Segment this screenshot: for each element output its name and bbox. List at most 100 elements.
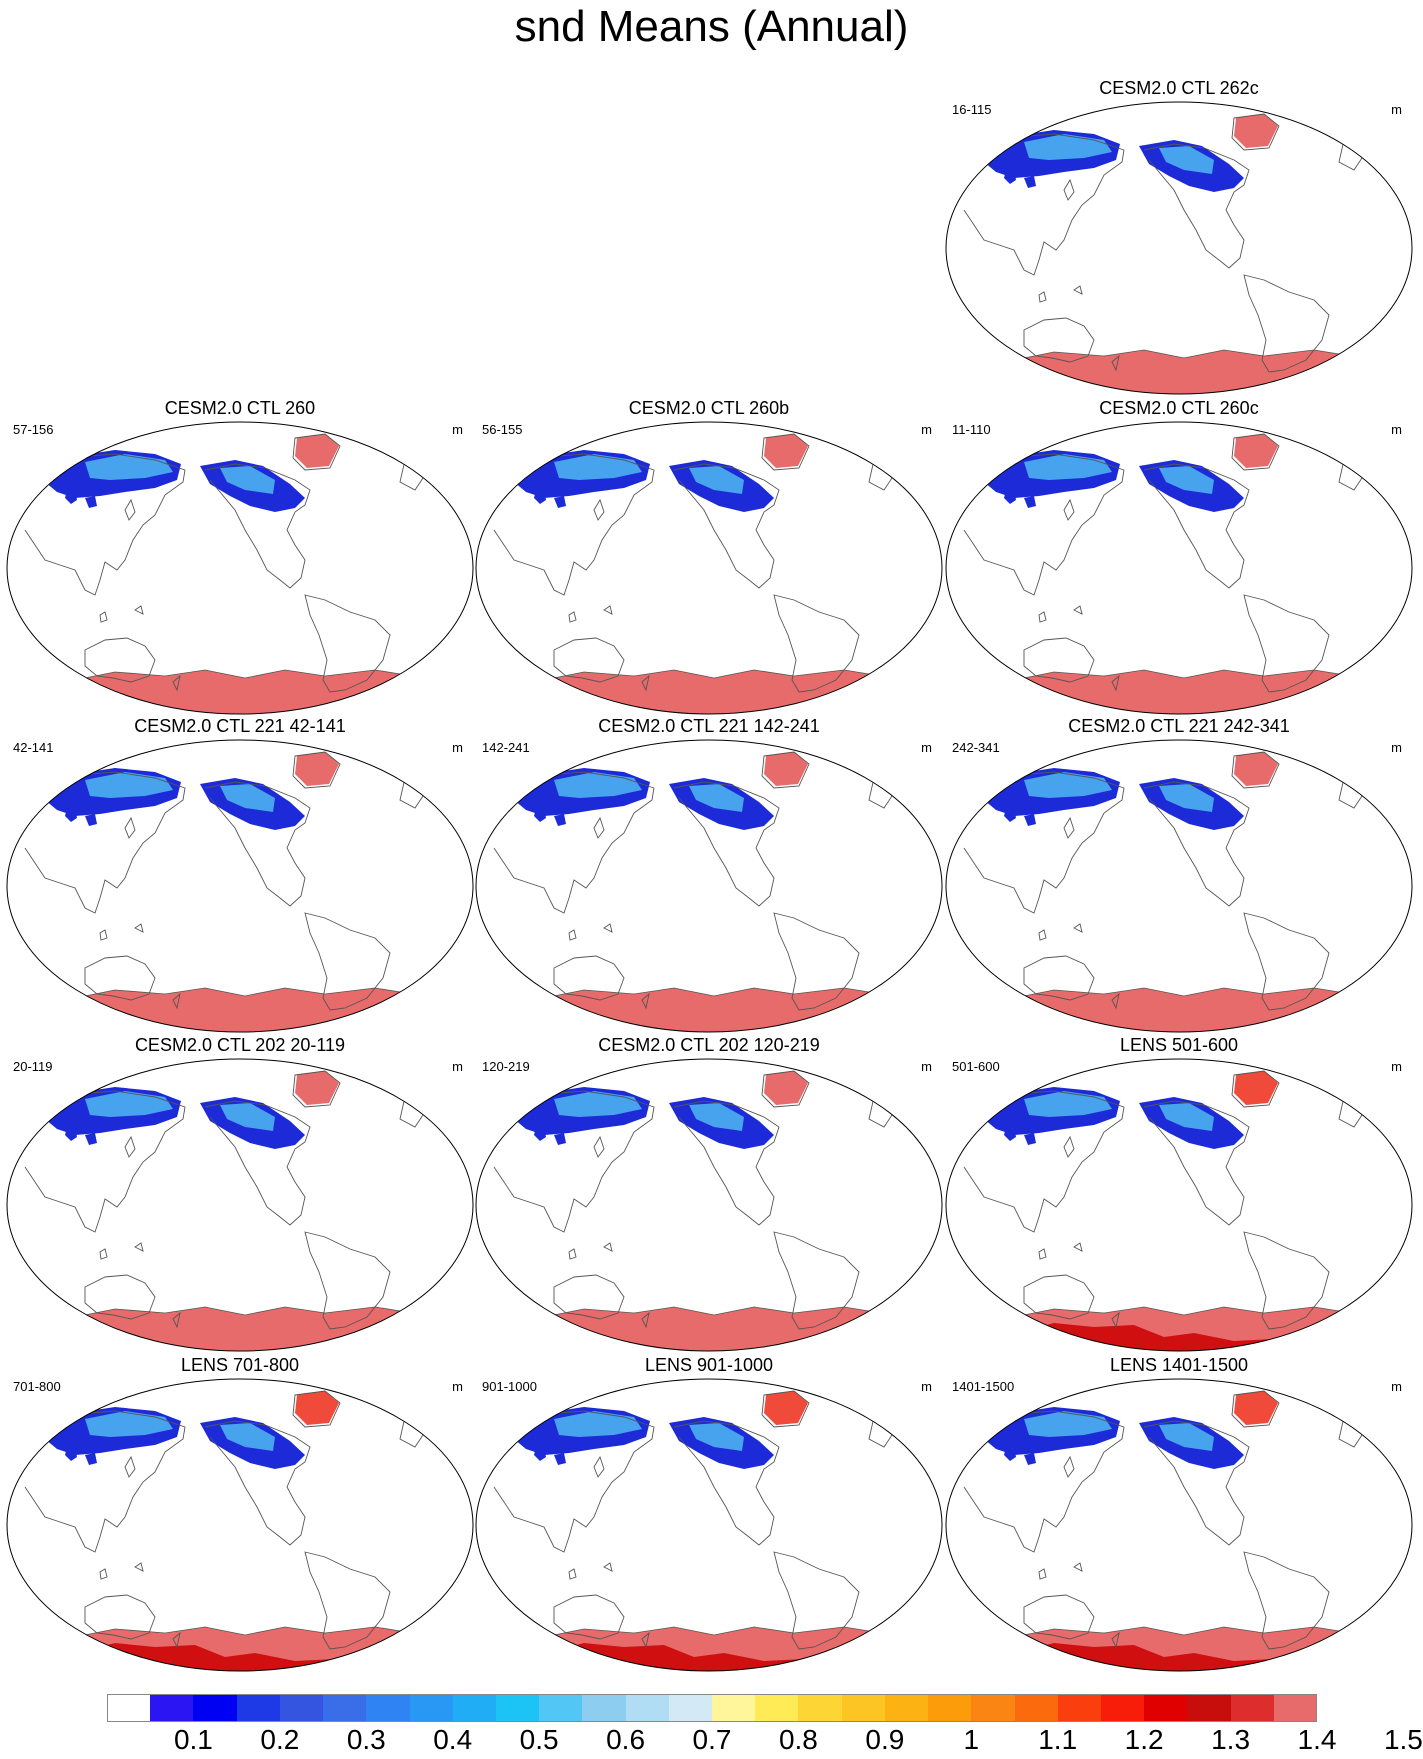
coastline	[1038, 291, 1047, 303]
coastline	[84, 1274, 156, 1320]
tibet-snow	[1024, 1453, 1036, 1465]
coastline	[1063, 498, 1075, 521]
map-content	[7, 1070, 473, 1351]
colorbar-tick-label: 0.9	[865, 1724, 905, 1755]
world-map	[945, 421, 1413, 715]
coastline	[568, 611, 577, 623]
tibet-snow	[554, 1453, 566, 1465]
panel-years-label: 20-119	[13, 1059, 53, 1074]
panel-years-label: 142-241	[482, 740, 530, 755]
colorbar-swatch	[798, 1694, 843, 1722]
world-map	[6, 421, 474, 715]
panel-unit-label: m	[452, 740, 463, 755]
map-outline	[6, 421, 474, 715]
tibet-snow	[65, 806, 77, 822]
colorbar-swatch	[1014, 1694, 1059, 1722]
panel-unit-label: m	[921, 1379, 932, 1394]
coastline	[1111, 1311, 1120, 1329]
panel-years-label: 501-600	[952, 1059, 1000, 1074]
map-panel: CESM2.0 CTL 260 57-156 m	[5, 398, 475, 718]
panel-unit-label: m	[1391, 102, 1402, 117]
panel-unit-label: m	[452, 422, 463, 437]
map-content	[946, 751, 1412, 1032]
colorbar-tick-label: 0.5	[519, 1724, 559, 1755]
world-map	[6, 1378, 474, 1672]
panel-title: CESM2.0 CTL 260	[164, 398, 316, 418]
map-panel: CESM2.0 CTL 262c 16-115 m	[944, 78, 1414, 398]
coastline	[304, 1551, 391, 1650]
eurasia-snow-light	[554, 1091, 642, 1117]
panel-years-label: 901-1000	[482, 1379, 537, 1394]
coastline	[1073, 1562, 1083, 1572]
tibet-snow	[85, 1133, 97, 1145]
panel-unit-label: m	[1391, 1059, 1402, 1074]
coastline	[1111, 992, 1120, 1010]
panel-title: CESM2.0 CTL 221 242-341	[1068, 716, 1290, 736]
north-america-snow-light	[689, 1103, 744, 1131]
coastline	[1231, 1070, 1280, 1108]
colorbar-labels: 0.1 0.2 0.3 0.4 0.5 0.6 0.7 0.8 0.9 1 1.1 1.2 1.3 1.4…	[0, 1722, 1423, 1758]
colorbar-tick-label: 0.4	[433, 1724, 473, 1755]
coastline	[304, 594, 391, 693]
colorbar-tick-label: 1	[963, 1724, 980, 1755]
coastline	[99, 929, 108, 941]
colorbar-tick-label: 0.8	[778, 1724, 818, 1755]
coastline	[673, 1100, 780, 1226]
panel-title: CESM2.0 CTL 260b	[628, 398, 790, 418]
map-panel: CESM2.0 CTL 260b 56-155 m	[474, 398, 944, 718]
eurasia-snow-light	[554, 454, 642, 480]
antarctica-fill	[476, 987, 942, 1032]
coastline	[134, 1562, 144, 1572]
panel-title: CESM2.0 CTL 221 42-141	[134, 716, 346, 736]
greenland-fill	[1234, 114, 1278, 148]
coastline	[124, 1135, 136, 1158]
map-panel: CESM2.0 CTL 202 120-219 120-219 m	[474, 1035, 944, 1355]
coastline	[1143, 781, 1250, 907]
panel-years-label: 42-141	[13, 740, 54, 755]
world-map	[475, 1058, 943, 1352]
tibet-snow	[1004, 488, 1016, 504]
coastline	[1243, 1231, 1330, 1330]
greenland-fill	[764, 1391, 808, 1425]
coastline	[24, 453, 186, 596]
coastline	[204, 1100, 311, 1226]
coastline	[603, 923, 613, 933]
coastline	[134, 923, 144, 933]
coastline	[1038, 1248, 1047, 1260]
map-outline	[475, 1378, 943, 1672]
tibet-snow	[65, 1445, 77, 1461]
coastline	[553, 1594, 625, 1640]
coastline	[99, 1248, 108, 1260]
world-map	[945, 101, 1413, 395]
map-outline	[945, 1378, 1413, 1672]
colorbar-swatch	[452, 1694, 497, 1722]
coastline	[773, 912, 860, 1011]
colorbar-swatch	[236, 1694, 281, 1722]
map-outline	[6, 739, 474, 1033]
coastline	[1023, 1274, 1095, 1320]
eurasia-snow-light	[1024, 454, 1112, 480]
coastline	[1063, 816, 1075, 839]
coastline	[593, 1135, 605, 1158]
coastline	[1111, 674, 1120, 692]
world-map	[475, 421, 943, 715]
greenland-fill	[295, 1391, 339, 1425]
tibet-snow	[65, 1125, 77, 1141]
tibet-snow	[1024, 496, 1036, 508]
coastline	[204, 1420, 311, 1546]
coastline	[761, 433, 810, 471]
coastline	[304, 1231, 391, 1330]
map-outline	[945, 1058, 1413, 1352]
coastline	[292, 751, 341, 789]
coastline	[553, 1274, 625, 1320]
coastline	[1143, 463, 1250, 589]
colorbar-swatch	[928, 1694, 972, 1722]
antarctica-fill	[946, 987, 1412, 1032]
coastline	[1073, 285, 1083, 295]
greenland-fill	[295, 1071, 339, 1105]
eurasia-snow-light	[1024, 1091, 1112, 1117]
coastline	[493, 1090, 655, 1233]
north-america-snow-light	[220, 784, 275, 812]
coastline	[761, 751, 810, 789]
coastline	[84, 1594, 156, 1640]
